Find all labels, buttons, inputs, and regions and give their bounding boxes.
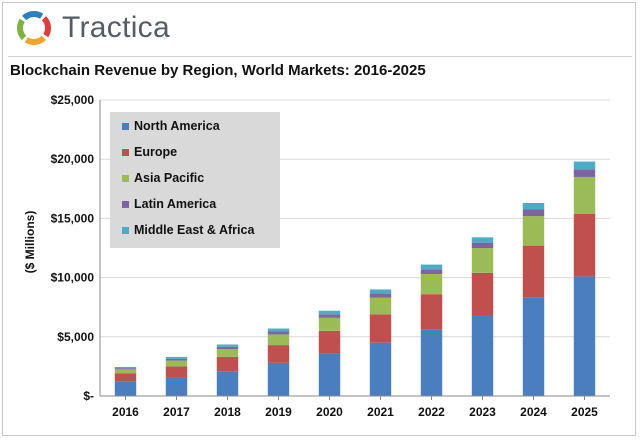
brand-name: Tractica (62, 11, 170, 44)
bar-segment (471, 315, 494, 396)
bar-segment (420, 264, 443, 270)
bar-segment (267, 362, 290, 396)
chart-title: Blockchain Revenue by Region, World Mark… (10, 62, 426, 79)
bar-segment (216, 346, 239, 350)
bar-segment (369, 314, 392, 343)
legend-label: North America (134, 119, 221, 133)
legend-swatch (122, 227, 129, 234)
bar-segment (114, 369, 137, 374)
bar-segment (420, 329, 443, 396)
legend-swatch (122, 201, 129, 208)
x-tick-label: 2016 (112, 405, 139, 419)
brand-logo: Tractica (14, 8, 170, 48)
bar-segment (165, 377, 188, 396)
bar-segment (471, 237, 494, 243)
bar-segment (165, 360, 188, 367)
x-tick-label: 2017 (163, 405, 190, 419)
x-tick-label: 2025 (571, 405, 598, 419)
bar-segment (420, 269, 443, 275)
bar-segment (114, 366, 137, 369)
bar-segment (114, 373, 137, 382)
bar-segment (522, 203, 545, 210)
legend-box (110, 112, 280, 248)
bar-segment (573, 213, 596, 277)
y-tick-label: $15,000 (51, 211, 95, 225)
legend-label: Europe (134, 145, 177, 159)
bar-segment (573, 276, 596, 396)
y-axis-title: ($ Millions) (23, 211, 37, 274)
x-tick-label: 2021 (367, 405, 394, 419)
y-tick-label: $- (83, 389, 94, 403)
bar-segment (420, 274, 443, 295)
bar-segment (573, 176, 596, 214)
bar-segment (522, 245, 545, 298)
x-tick-label: 2018 (214, 405, 241, 419)
bar-segment (318, 310, 341, 315)
bar-segment (318, 353, 341, 396)
bar-segment (573, 169, 596, 177)
y-tick-label: $25,000 (51, 93, 95, 107)
legend-label: Asia Pacific (134, 171, 204, 185)
bar-segment (522, 297, 545, 396)
y-tick-label: $20,000 (51, 152, 95, 166)
bar-segment (573, 161, 596, 170)
x-tick-label: 2022 (418, 405, 445, 419)
bar-segment (216, 356, 239, 372)
legend-swatch (122, 149, 129, 156)
y-tick-label: $5,000 (57, 330, 94, 344)
x-tick-label: 2023 (469, 405, 496, 419)
bar-segment (267, 328, 290, 332)
bar-segment (471, 242, 494, 248)
bar-segment (114, 368, 137, 370)
x-tick-label: 2020 (316, 405, 343, 419)
bar-segment (369, 289, 392, 294)
tractica-logo-icon (17, 11, 51, 45)
legend-label: Middle East & Africa (134, 223, 255, 237)
bar-segment (216, 371, 239, 396)
bar-segment (165, 366, 188, 378)
x-tick-label: 2019 (265, 405, 292, 419)
bar-segment (267, 331, 290, 335)
bar-segment (216, 344, 239, 347)
bar-segment (165, 356, 188, 359)
bar-segment (114, 381, 137, 396)
bar-segment (369, 342, 392, 396)
bar-segment (318, 330, 341, 354)
bar-segment (522, 209, 545, 217)
bar-segment (471, 248, 494, 273)
legend-swatch (122, 123, 129, 130)
bar-segment (369, 297, 392, 315)
y-tick-label: $10,000 (51, 271, 95, 285)
legend-label: Latin America (134, 197, 217, 211)
bar-segment (369, 293, 392, 298)
bar-segment (318, 314, 341, 318)
bar-segment (165, 358, 188, 361)
bar-segment (420, 294, 443, 330)
bar-segment (267, 345, 290, 363)
bar-segment (318, 317, 341, 331)
bar-segment (216, 349, 239, 357)
bar-segment (267, 334, 290, 346)
bar-segment (471, 272, 494, 316)
header-divider (8, 56, 632, 57)
bar-segment (522, 216, 545, 246)
x-tick-label: 2024 (520, 405, 547, 419)
legend-swatch (122, 175, 129, 182)
